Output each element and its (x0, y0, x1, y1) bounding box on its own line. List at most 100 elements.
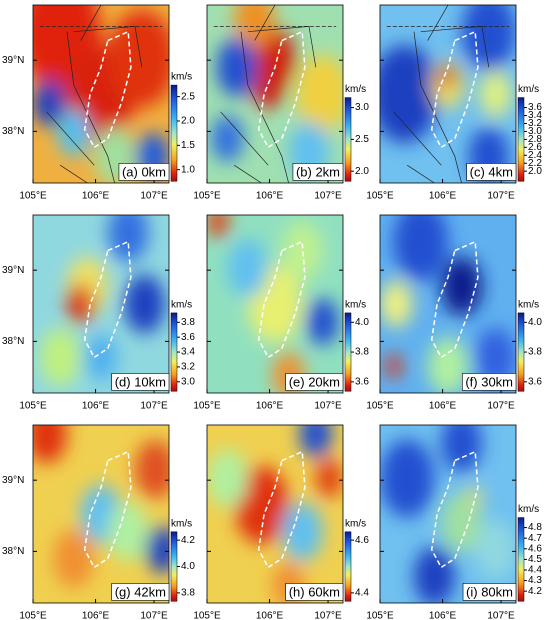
colorbar-tick-label: 2.5 (355, 134, 369, 145)
y-tick-label: 39°N (2, 55, 24, 66)
anomaly (393, 215, 448, 281)
colorbar-tick-label: 2.0 (355, 166, 369, 177)
colorbar-tick-label: 4.5 (528, 554, 542, 565)
velocity-field (33, 425, 169, 603)
colorbar-unit: km/s (171, 518, 192, 529)
x-tick-label: 106°E (82, 401, 110, 412)
panel-label: (i) 80km (466, 584, 513, 599)
colorbar (517, 517, 525, 602)
anomaly (380, 280, 413, 328)
colorbar-tick-label: 4.2 (181, 535, 195, 546)
colorbar (170, 531, 178, 602)
anomaly (107, 502, 149, 562)
colorbar (517, 97, 525, 182)
x-tick-label: 105°E (19, 611, 47, 620)
colorbar-unit: km/s (518, 84, 539, 95)
colorbar-tick-label: 3.0 (181, 376, 195, 387)
anomaly (67, 284, 95, 324)
colorbar-tick-label: 3.6 (355, 376, 369, 387)
x-tick-label: 106°E (429, 191, 457, 202)
fault (240, 31, 289, 183)
anomaly (295, 54, 343, 134)
x-tick-label: 105°E (193, 611, 221, 620)
map-panel: 105°E 106°E 107°E 39°N 38°N (d) 10km km/s 3.8 3.… (2, 214, 195, 412)
basin-outline (430, 240, 479, 359)
anomaly (281, 502, 323, 562)
x-tick-label: 105°E (366, 191, 394, 202)
colorbar-tick-label: 3.4 (528, 110, 542, 121)
anomaly (135, 440, 169, 499)
anomaly (107, 215, 149, 263)
map-panel: 105°E 106°E 107°E 39°N 38°N (a) 0km km/s 2.5 2.0… (2, 4, 195, 202)
colorbar-tick-label: 4.0 (355, 317, 369, 328)
map-frame (206, 424, 344, 604)
colorbar-tick-label: 2.4 (528, 150, 542, 161)
x-tick-label: 105°E (366, 611, 394, 620)
field-anomalies (33, 425, 169, 588)
anomaly (306, 298, 339, 346)
anomaly (299, 425, 333, 458)
panel-label-box (462, 583, 517, 601)
map-frame (379, 424, 517, 604)
fault (73, 25, 143, 68)
colorbar-tick-label: 4.7 (528, 533, 542, 544)
x-tick-label: 106°E (429, 401, 457, 412)
basin-outline (430, 30, 479, 149)
map-panel: 105°E 106°E 107°E(c) 4kmkm/s3.63.43.23.02.… (366, 4, 542, 202)
fault (407, 164, 435, 183)
fault (420, 25, 490, 68)
colorbar-tick-label: 4.3 (528, 575, 542, 586)
colorbar-tick-label: 2.2 (528, 158, 542, 169)
colorbar-tick-label: 3.0 (528, 126, 542, 137)
map-panel: 105°E 106°E 107°E (h) 60km km/s 4.6 4.4 (193, 424, 369, 620)
fault (254, 5, 276, 41)
map-frame (206, 4, 344, 184)
field-anomalies (380, 5, 516, 183)
anomaly (107, 9, 169, 108)
colorbar-tick-label: 3.4 (181, 347, 195, 358)
map-panel: 105°E 106°E 107°E (f) 30km km/s 4.0 3.8 3.6 (366, 214, 542, 412)
colorbar-tick-label: 3.6 (181, 332, 195, 343)
anomaly (57, 109, 91, 157)
panel-label: (f) 30km (465, 374, 513, 389)
map-frame (32, 4, 170, 184)
anomaly (234, 5, 275, 49)
colorbar-unit: km/s (345, 300, 366, 311)
colorbar-tick-label: 3.8 (181, 317, 195, 328)
velocity-field (33, 215, 169, 393)
colorbar-tick-label: 2.6 (528, 142, 542, 153)
panel-label-box (285, 583, 344, 601)
anomaly (385, 354, 402, 379)
panel-label-box (462, 373, 517, 391)
anomaly (145, 526, 169, 574)
map-frame (32, 424, 170, 604)
colorbar-tick-label: 3.8 (528, 347, 542, 358)
anomaly (211, 115, 244, 162)
fault (234, 164, 262, 183)
colorbar-tick-label: 4.0 (528, 317, 542, 328)
panel-label-box (111, 583, 170, 601)
panel-label: (d) 10km (115, 374, 166, 389)
fault (393, 111, 442, 166)
fault (66, 31, 115, 183)
velocity-field (380, 425, 516, 603)
basin-outline (257, 240, 306, 359)
fault (413, 31, 462, 183)
map-panel: 105°E 106°E 107°E 39°N 38°N (g) 42km km/s 4.2 4.… (2, 424, 195, 620)
anomaly (441, 425, 482, 473)
colorbar (170, 312, 178, 392)
x-tick-label: 107°E (314, 401, 342, 412)
x-tick-label: 105°E (366, 401, 394, 412)
colorbar (344, 97, 352, 182)
anomaly (479, 70, 512, 118)
x-tick-label: 107°E (314, 191, 342, 202)
colorbar-tick-label: 4.6 (355, 535, 369, 546)
colorbar-tick-label: 3.8 (355, 347, 369, 358)
anomaly (207, 215, 229, 238)
x-tick-label: 106°E (256, 401, 284, 412)
panel-label-box (285, 373, 344, 391)
panel-label: (c) 4km (470, 164, 513, 179)
basin-outline (83, 450, 132, 569)
anomaly (475, 520, 516, 579)
anomaly (461, 5, 516, 71)
